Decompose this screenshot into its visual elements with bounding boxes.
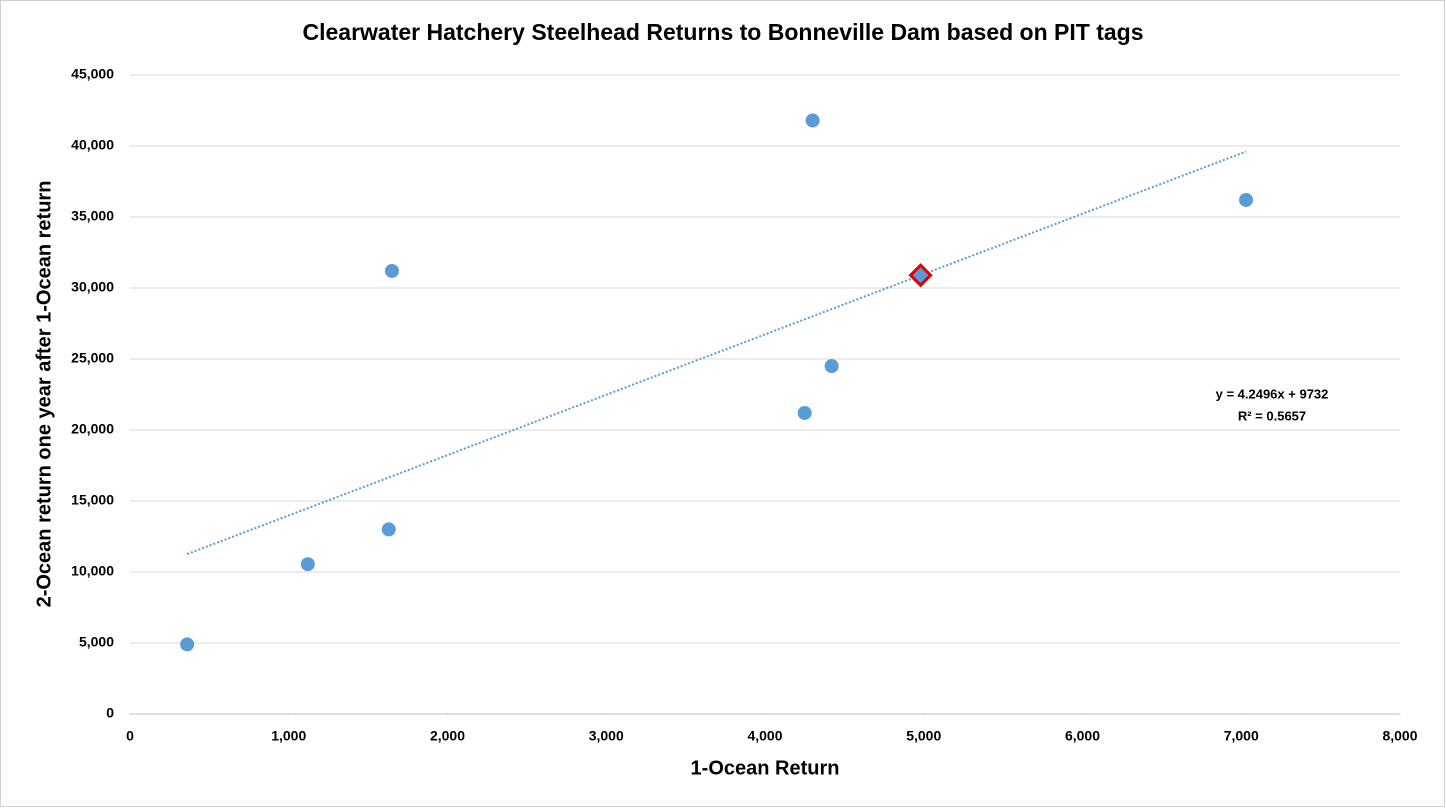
trendline <box>186 150 1247 556</box>
y-tick-label: 0 <box>106 705 114 721</box>
x-tick-label: 2,000 <box>430 728 465 744</box>
y-tick-label: 10,000 <box>71 563 114 579</box>
y-axis-label: 2-Ocean return one year after 1-Ocean re… <box>33 181 55 608</box>
data-point <box>824 359 839 374</box>
x-tick-label: 5,000 <box>906 728 941 744</box>
y-tick-label: 40,000 <box>71 137 114 153</box>
x-axis-label: 1-Ocean Return <box>691 757 840 779</box>
x-tick-label: 6,000 <box>1065 728 1100 744</box>
y-tick-label: 30,000 <box>71 279 114 295</box>
data-point <box>180 637 195 652</box>
x-tick-label: 8,000 <box>1382 728 1417 744</box>
data-point <box>805 113 820 128</box>
y-tick-label: 20,000 <box>71 421 114 437</box>
y-tick-label: 5,000 <box>79 634 114 650</box>
data-point <box>797 405 812 420</box>
data-point <box>381 522 396 537</box>
y-tick-label: 45,000 <box>71 66 114 82</box>
trendline-r-squared: R² = 0.5657 <box>1238 408 1306 423</box>
trendline-equation: y = 4.2496x + 9732 <box>1216 386 1329 401</box>
x-tick-label: 7,000 <box>1224 728 1259 744</box>
y-tick-label: 25,000 <box>71 350 114 366</box>
x-tick-label: 3,000 <box>589 728 624 744</box>
data-point <box>384 263 399 278</box>
x-tick-label: 4,000 <box>747 728 782 744</box>
y-tick-label: 35,000 <box>71 208 114 224</box>
data-point <box>300 557 315 572</box>
x-tick-label: 0 <box>126 728 134 744</box>
data-point <box>1239 192 1254 207</box>
highlighted-point <box>908 263 933 288</box>
x-tick-label: 1,000 <box>271 728 306 744</box>
y-tick-label: 15,000 <box>71 492 114 508</box>
chart-title: Clearwater Hatchery Steelhead Returns to… <box>302 19 1143 45</box>
